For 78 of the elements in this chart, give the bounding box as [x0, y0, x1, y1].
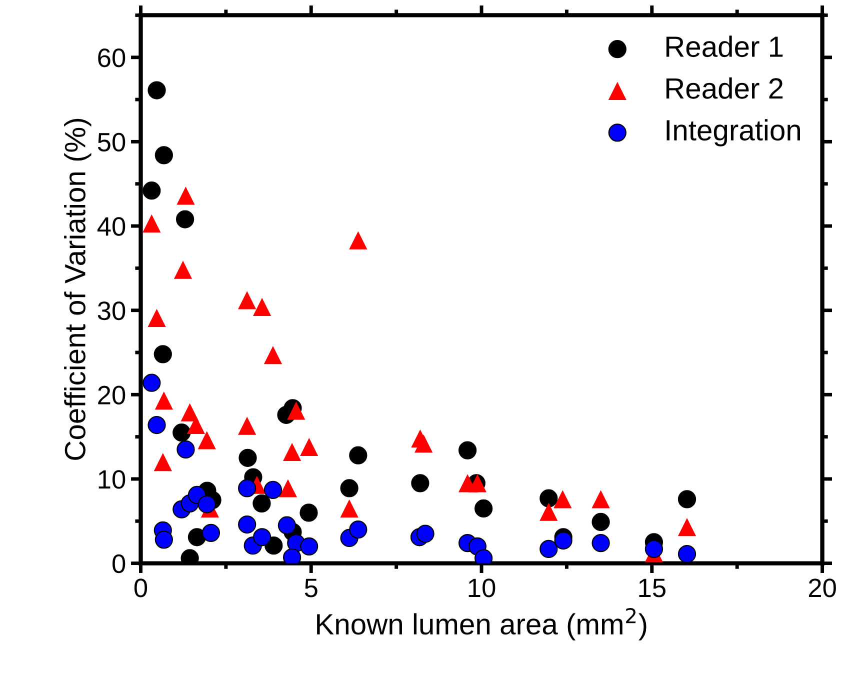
point [540, 540, 558, 558]
x-tick-label: 15 [639, 578, 666, 598]
point [238, 515, 256, 534]
point [154, 392, 173, 410]
x-tick-label: 0 [134, 578, 148, 598]
point [592, 534, 610, 552]
y-tick-label: 0 [112, 554, 126, 574]
point [252, 494, 271, 512]
point [349, 520, 368, 539]
point [142, 374, 161, 392]
point [278, 479, 298, 498]
point [238, 416, 256, 435]
point [198, 495, 216, 514]
y-tick-label: 20 [98, 386, 126, 404]
point [186, 416, 206, 434]
y-tick-label: 50 [98, 132, 126, 152]
point [340, 479, 358, 498]
point [300, 438, 318, 456]
point [264, 346, 282, 364]
point [253, 298, 272, 316]
point [340, 499, 358, 518]
point [148, 308, 166, 327]
point [540, 502, 558, 521]
y-tick-label: 10 [98, 470, 126, 489]
point [416, 524, 434, 543]
point [176, 186, 195, 205]
point [540, 489, 558, 508]
x-tick-label: 20 [808, 578, 836, 598]
x-tick-label: 5 [304, 578, 318, 598]
point [414, 434, 433, 453]
point [458, 441, 477, 460]
point [238, 291, 256, 310]
point [148, 416, 166, 434]
point [678, 490, 696, 508]
point [349, 446, 368, 464]
point [202, 524, 220, 542]
point [154, 345, 172, 364]
x-axis-title: Known lumen area (mm$^{2}$) [317, 608, 646, 640]
y-axis-title: Coefficient of Variation (%) [64, 118, 92, 460]
point [474, 499, 493, 518]
point [238, 479, 256, 498]
point [148, 81, 166, 100]
point [592, 512, 610, 532]
point [300, 504, 318, 522]
y-tick-label: 60 [98, 48, 126, 68]
point [172, 424, 191, 442]
legend-label: Reader 2 [666, 77, 783, 99]
point [188, 528, 206, 546]
point [174, 260, 192, 279]
point [154, 453, 172, 472]
point [238, 448, 257, 467]
point [180, 403, 199, 422]
point [678, 544, 696, 564]
y-tick-label: 30 [98, 301, 126, 320]
point [198, 431, 216, 450]
y-tick-label: 40 [97, 217, 126, 236]
point [349, 231, 368, 250]
point [278, 516, 296, 534]
point [176, 440, 195, 459]
point [282, 442, 302, 462]
point [264, 480, 282, 499]
point [678, 518, 696, 536]
point [253, 528, 272, 546]
point [644, 540, 664, 558]
point [411, 474, 430, 492]
point [154, 146, 173, 164]
point [154, 530, 173, 549]
point [592, 490, 610, 508]
point [142, 182, 161, 200]
point [142, 214, 161, 233]
point [554, 490, 572, 508]
legend-label: Reader 1 [666, 36, 783, 58]
point [300, 537, 318, 556]
point [287, 402, 306, 420]
legend-label: Integration [666, 119, 800, 146]
x-tick-label: 10 [468, 578, 496, 598]
point [554, 531, 572, 550]
point [176, 210, 194, 228]
